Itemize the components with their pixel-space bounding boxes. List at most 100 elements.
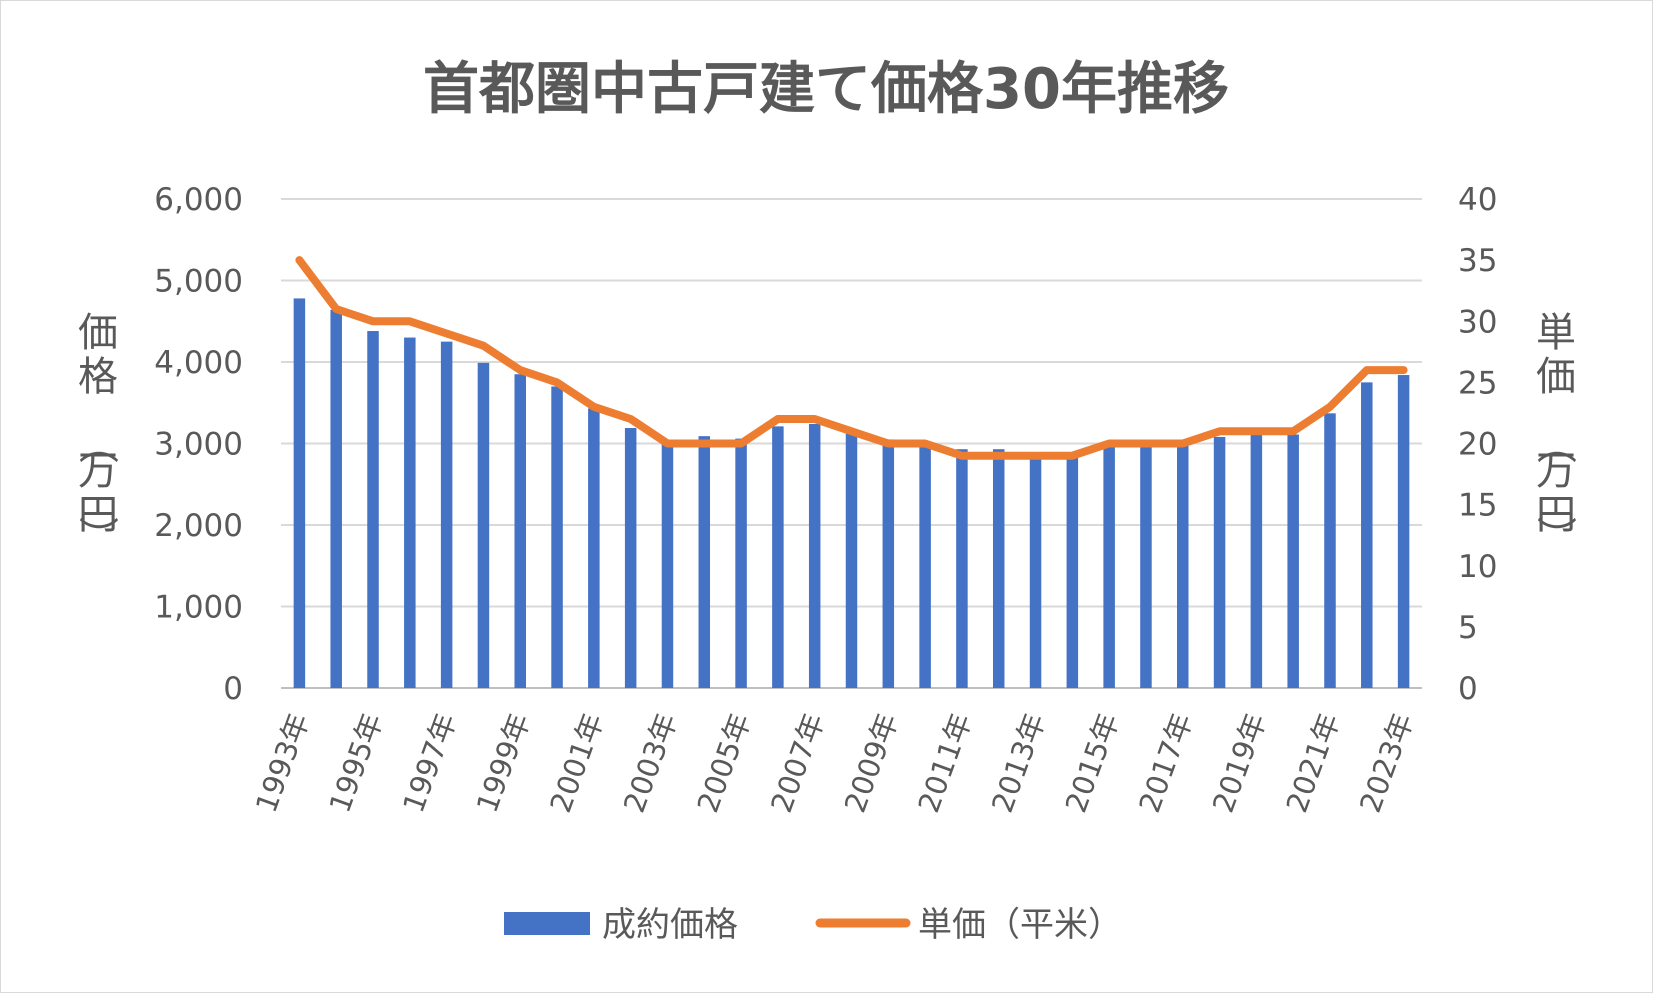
bar <box>919 444 931 688</box>
line-point <box>960 454 964 458</box>
y-left-label-char: （ <box>74 424 120 464</box>
line-point <box>408 319 412 323</box>
y-right-axis: 40 35 30 25 20 15 10 5 0 <box>1458 182 1497 707</box>
line-point <box>1144 442 1148 445</box>
line-point <box>1070 454 1074 458</box>
bar <box>477 362 490 688</box>
y-left-label-char: 価 <box>78 310 118 356</box>
legend: 成約価格 単価（平米） <box>504 905 1122 945</box>
x-tick-label: 1993年 <box>249 709 316 817</box>
bar <box>735 438 747 688</box>
line-point <box>850 429 853 433</box>
line-point <box>1181 442 1185 445</box>
y-left-tick-label: 0 <box>223 671 243 707</box>
line-point <box>776 417 780 421</box>
bar <box>1324 413 1336 688</box>
x-tick-label: 2007年 <box>764 709 831 817</box>
bar <box>992 449 1005 688</box>
line-point <box>629 417 633 421</box>
y-left-label-char: 万 <box>78 448 118 494</box>
bar <box>551 386 563 688</box>
x-tick-label: 2019年 <box>1206 709 1273 817</box>
y-left-tick-label: 6,000 <box>154 182 243 218</box>
legend-bar-label: 成約価格 <box>602 905 738 945</box>
line-point <box>923 442 927 445</box>
y-right-tick-label: 40 <box>1458 182 1497 218</box>
x-tick-label: 2005年 <box>691 709 758 817</box>
line-point <box>665 442 669 445</box>
line-series <box>295 256 1408 460</box>
bar <box>404 337 416 688</box>
y-right-tick-label: 20 <box>1458 427 1497 463</box>
line-point <box>1107 442 1111 445</box>
legend-bar-swatch <box>504 912 590 935</box>
line-point <box>518 368 522 372</box>
x-tick-label: 2011年 <box>911 709 978 817</box>
y-right-tick-label: 10 <box>1458 549 1497 585</box>
y-right-label-char: 円 <box>1536 492 1576 538</box>
bar <box>1250 434 1263 688</box>
line-point <box>1254 429 1258 433</box>
bar <box>772 426 784 688</box>
line-point <box>1365 368 1369 372</box>
y-left-label-char: 円 <box>78 492 118 538</box>
bar <box>956 449 968 688</box>
x-tick-label: 2015年 <box>1059 709 1126 817</box>
legend-line-label: 単価（平米） <box>918 905 1122 945</box>
line-point <box>1402 368 1406 372</box>
bar <box>808 423 821 688</box>
x-tick-label: 2017年 <box>1132 709 1199 817</box>
y-right-label-char: 単 <box>1536 310 1576 356</box>
y-right-label-char: 万 <box>1536 448 1576 494</box>
x-tick-label: 2013年 <box>985 709 1052 817</box>
y-right-tick-label: 30 <box>1458 304 1497 340</box>
line-point <box>886 442 890 445</box>
bar <box>1213 436 1226 688</box>
y-left-tick-label: 4,000 <box>154 345 243 381</box>
line-point <box>813 417 817 421</box>
bar <box>330 309 342 688</box>
bar <box>514 374 526 688</box>
y-left-tick-label: 2,000 <box>154 508 243 544</box>
y-right-tick-label: 25 <box>1458 365 1497 401</box>
x-tick-label: 1995年 <box>322 709 389 817</box>
y-left-axis: 6,000 5,000 4,000 3,000 2,000 1,000 0 <box>154 182 243 707</box>
bar <box>1029 454 1042 688</box>
x-tick-label: 2023年 <box>1353 709 1420 817</box>
y-right-tick-label: 15 <box>1458 488 1497 524</box>
bar <box>845 432 858 688</box>
line-point <box>1034 454 1038 458</box>
bar <box>1361 382 1373 688</box>
y-right-tick-label: 35 <box>1458 243 1497 279</box>
bar <box>661 441 674 688</box>
line-point <box>1291 429 1295 433</box>
bar <box>588 408 600 688</box>
line-point <box>592 405 596 409</box>
x-tick-label: 2001年 <box>543 709 610 817</box>
line-point <box>481 344 485 348</box>
line-point <box>1328 405 1332 409</box>
line-point <box>702 442 706 445</box>
chart-title: 首都圏中古戸建て価格30年推移 <box>423 57 1229 122</box>
bar <box>367 331 379 688</box>
y-left-axis-label: 価 格 （ 万 円 ） <box>74 310 120 556</box>
y-left-label-char: 格 <box>78 354 118 400</box>
line-point <box>997 454 1001 458</box>
y-left-tick-label: 5,000 <box>154 264 243 300</box>
y-right-tick-label: 0 <box>1458 671 1478 707</box>
bar <box>1140 446 1152 688</box>
line-point <box>297 258 301 262</box>
series-line <box>295 256 1408 460</box>
y-right-axis-label: 単 価 （ 万 円 ） <box>1532 310 1578 556</box>
x-tick-label: 1997年 <box>396 709 463 817</box>
line-point <box>1218 429 1222 433</box>
line-point <box>739 442 743 445</box>
x-tick-label: 1999年 <box>470 709 537 817</box>
x-tick-label: 2003年 <box>617 709 684 817</box>
y-right-label-char: ） <box>1532 516 1578 556</box>
bar <box>293 298 306 688</box>
bar <box>1287 434 1299 688</box>
x-tick-label: 2009年 <box>838 709 905 817</box>
y-right-label-char: 価 <box>1536 354 1576 400</box>
